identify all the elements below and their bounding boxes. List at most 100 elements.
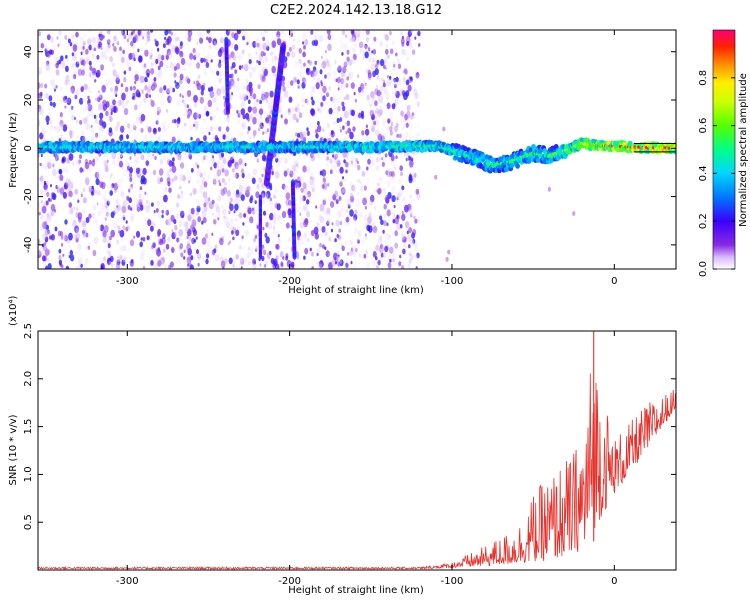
spectrogram-noise-cell [78,159,81,164]
spectrogram-noise-cell [218,213,221,218]
spectrogram-noise-cell [109,55,113,61]
spectrogram-noise-cell [245,78,249,83]
spectrogram-noise-cell [327,64,332,71]
spectrogram-noise-cell [374,68,379,76]
spectrogram-noise-cell [402,126,405,130]
spectrogram-noise-cell [241,64,244,69]
spectrogram-noise-cell [171,165,177,173]
spectrogram-noise-cell [365,124,368,129]
spectrogram-noise-cell [173,37,178,45]
spectrogram-noise-cell [52,102,56,108]
spectrogram-noise-cell [306,130,310,136]
spectrogram-noise-cell [393,258,398,266]
spectrogram-noise-cell [175,202,180,208]
spectrogram-noise-cell [202,216,207,224]
spectrogram-noise-cell [115,74,120,81]
spectrogram-noise-cell [375,229,380,236]
spectrogram-noise-cell [82,229,86,235]
spectrogram-noise-cell [274,56,278,62]
spectrogram-noise-cell [259,122,264,130]
spectrogram-noise-cell [158,136,161,141]
spectrogram-noise-cell [269,44,273,49]
spectrogram-noise-cell [232,255,237,263]
spectrogram-noise-cell [39,177,42,181]
spectrogram-noise-cell [243,96,247,102]
spectrogram-noise-cell [291,171,297,179]
spectrogram-noise-cell [349,239,353,246]
spectrogram-noise-cell [338,65,342,70]
spectrogram-noise-cell [203,106,208,113]
spectrogram-noise-cell [177,117,181,122]
spectrogram-noise-cell [131,96,134,100]
spectrogram-noise-cell [361,130,365,136]
spectrogram-noise-cell [281,211,287,219]
spectrogram-noise-cell [337,254,340,258]
spectrogram-noise-cell [171,178,175,183]
spectrogram-noise-cell [325,250,330,258]
spectrogram-noise-cell [275,157,279,163]
spectrogram-noise-cell [139,186,143,191]
spectrogram-noise-cell [224,181,227,186]
spectrogram-noise-cell [161,209,164,214]
spectrogram-noise-cell [38,119,41,127]
spectrogram-noise-cell [129,156,132,160]
spectrogram-noise-cell [109,105,114,112]
spectrogram-noise-cell [119,255,123,261]
spectrogram-noise-cell [105,55,108,60]
spectrogram-noise-cell [208,36,212,44]
spectrogram-noise-cell [308,186,311,190]
spectrogram-noise-cell [365,171,368,176]
spectrogram-noise-cell [139,241,143,248]
spectrogram-noise-cell [62,191,67,199]
spectrogram-noise-cell [45,92,49,99]
spectrogram-noise-cell [296,38,301,46]
spectrogram-noise-cell [202,130,205,135]
spectrogram-noise-cell [71,106,74,110]
spectrogram-noise-cell [364,51,369,59]
spectrogram-noise-cell [307,190,312,198]
spectrogram-noise-cell [229,197,233,203]
spectrogram-noise-cell [201,208,205,214]
spectrogram-noise-cell [195,80,200,87]
colorbar-tick-label: 0.2 [698,213,709,229]
spectrogram-noise-cell [219,162,225,170]
spectrogram-noise-cell [296,118,299,123]
spectrogram-noise-cell [164,36,167,41]
spectrogram-noise-cell [129,177,133,182]
spectrogram-noise-cell [276,162,280,168]
spectrogram-noise-cell [153,70,157,77]
spectrogram-y-tick-label: 40 [23,45,34,58]
spectrogram-noise-cell [38,70,41,75]
spectrogram-noise-cell [249,216,254,224]
spectrogram-noise-cell [231,80,236,88]
spectrogram-noise-cell [45,115,50,123]
spectrogram-noise-cell [246,252,251,259]
spectrogram-noise-cell [85,123,91,131]
spectrogram-noise-cell [311,266,314,269]
spectrogram-noise-cell [132,87,135,91]
spectrogram-noise-cell [135,167,140,174]
spectrogram-noise-cell [331,259,336,267]
spectrogram-noise-cell [134,106,138,111]
spectrogram-noise-cell [241,123,244,128]
spectrogram-noise-cell [40,82,44,89]
spectrogram-noise-cell [332,95,337,104]
spectrogram-noise-cell [303,232,308,239]
spectrogram-noise-cell [187,30,193,37]
spectrogram-noise-cell [147,126,152,133]
spectrogram-noise-cell [59,119,64,127]
spectrogram-noise-cell [311,99,315,106]
spectrogram-noise-cell [310,181,315,189]
spectrogram-noise-cell [389,30,392,36]
spectrogram-noise-cell [194,52,198,58]
spectrogram-noise-cell [98,103,103,111]
spectrogram-noise-cell [42,262,47,268]
spectrogram-noise-cell [107,38,111,44]
spectrogram-noise-cell [93,188,98,196]
spectrogram-noise-cell [406,110,411,119]
spectrogram-noise-cell [77,243,82,251]
spectrogram-noise-cell [415,266,418,269]
spectrogram-noise-cell [369,120,375,129]
spectrogram-noise-cell [159,177,164,183]
spectrogram-noise-cell [447,249,451,255]
